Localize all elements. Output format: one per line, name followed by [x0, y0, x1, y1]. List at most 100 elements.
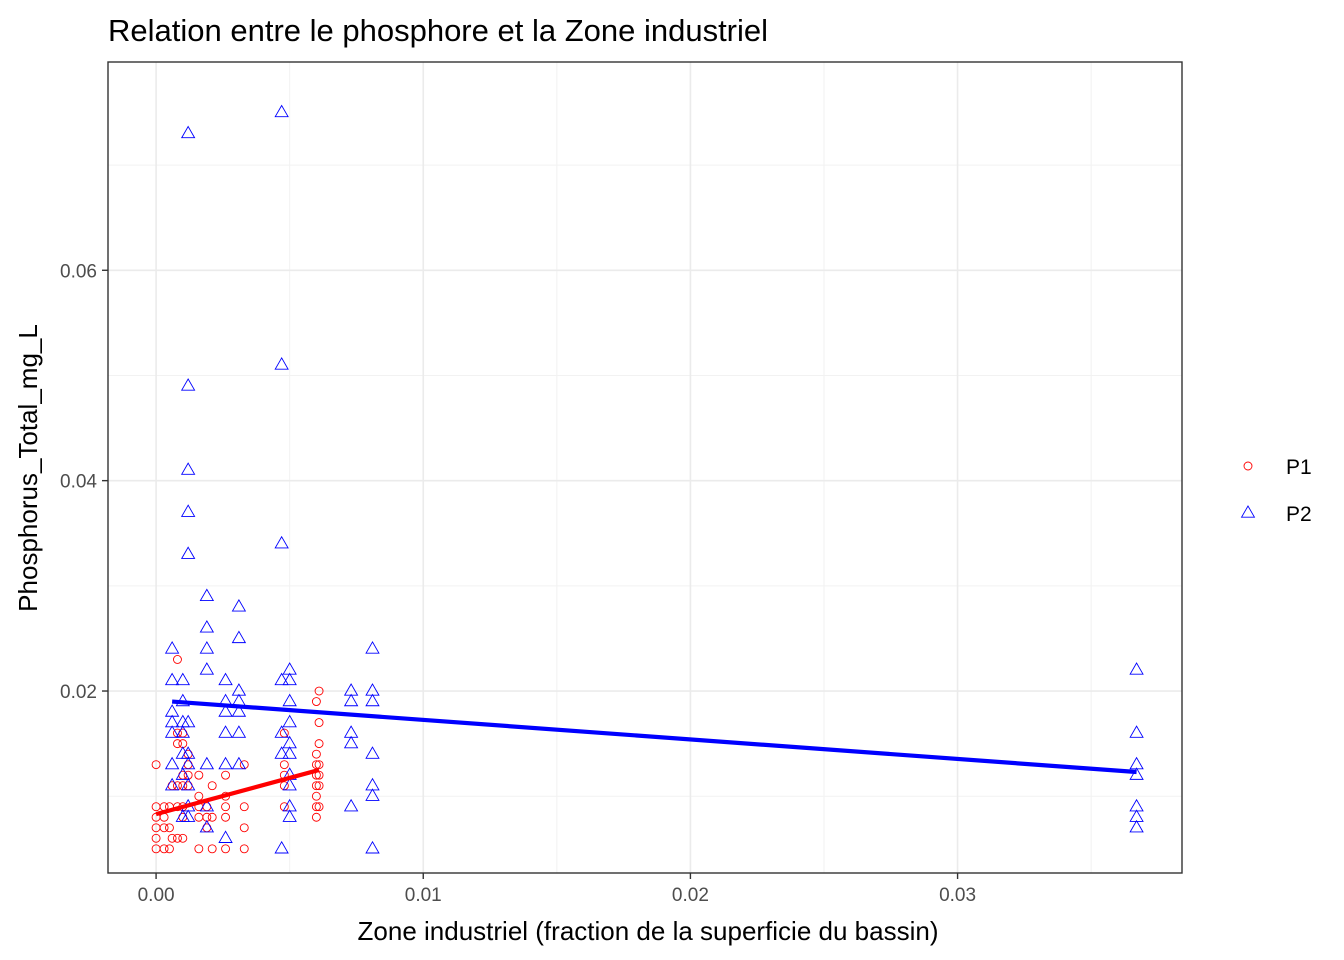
point-P2: [180, 777, 196, 791]
point-P1: [221, 770, 231, 780]
point-P2: [282, 714, 297, 728]
point-P1: [159, 844, 169, 854]
point-P2: [199, 798, 215, 812]
point-P2: [274, 746, 289, 759]
x-tick-label: 0.03: [939, 885, 976, 906]
point-P1: [311, 697, 321, 706]
point-P2: [180, 546, 196, 559]
point-P2: [175, 725, 191, 738]
point-P2: [1129, 662, 1144, 675]
point-P2: [274, 672, 289, 686]
point-P2: [231, 725, 247, 738]
legend-item-P2: P2: [1240, 503, 1312, 526]
point-P2: [199, 662, 215, 675]
point-P1: [314, 739, 324, 749]
point-P1: [221, 802, 231, 812]
x-tick-label: 0.00: [138, 885, 175, 906]
point-P2: [1129, 819, 1144, 833]
point-P2: [180, 378, 196, 391]
point-P2: [274, 840, 289, 854]
point-P2: [164, 756, 180, 770]
point-P2: [274, 104, 289, 118]
legend-label-P2: P2: [1286, 503, 1312, 526]
chart-title: Relation entre le phosphore et la Zone i…: [108, 13, 768, 48]
point-P2: [218, 756, 233, 770]
panel-background: [108, 62, 1182, 873]
legend-item-P1: P1: [1243, 456, 1312, 479]
legend-key-P1: [1243, 461, 1253, 471]
point-P2: [282, 672, 297, 686]
point-P1: [314, 760, 324, 770]
point-P2: [199, 641, 215, 654]
point-P2: [164, 672, 180, 686]
point-P1: [311, 791, 321, 801]
point-P2: [164, 641, 180, 654]
point-P2: [282, 777, 297, 791]
point-P2: [365, 693, 380, 707]
point-P1: [178, 833, 188, 843]
point-P1: [194, 791, 204, 801]
point-P1: [164, 823, 174, 833]
y-tick-label: 0.02: [60, 682, 97, 703]
point-P2: [180, 756, 196, 770]
plot-panel: [107, 61, 1183, 874]
point-P1: [207, 781, 217, 791]
point-P1: [311, 781, 321, 791]
point-P2: [365, 840, 380, 854]
point-P2: [218, 725, 233, 738]
point-P2: [274, 535, 289, 549]
point-P2: [282, 693, 297, 707]
fit-line-P2: [171, 699, 1137, 775]
point-P1: [159, 823, 169, 833]
point-P1: [194, 844, 204, 854]
point-P1: [207, 812, 217, 822]
point-P2: [274, 725, 289, 738]
y-axis-title: Phosphorus_Total_mg_L: [13, 324, 43, 612]
point-P1: [173, 739, 182, 749]
y-axis: 0.02 0.04 0.06: [60, 261, 108, 703]
point-P2: [231, 598, 247, 612]
point-P1: [221, 812, 231, 822]
point-P1: [311, 749, 321, 759]
point-P2: [199, 620, 215, 633]
point-P2: [231, 756, 247, 770]
point-P1: [279, 760, 289, 770]
point-P2: [218, 672, 233, 686]
y-tick-label: 0.06: [60, 261, 97, 282]
point-P2: [199, 756, 215, 770]
legend: P1 P2: [1240, 456, 1312, 526]
fit-line-P1: [155, 767, 320, 817]
point-P2: [180, 504, 196, 517]
x-axis-title: Zone industriel (fraction de la superfic…: [358, 916, 939, 946]
point-P2: [199, 588, 215, 602]
point-P2: [282, 746, 297, 759]
point-P2: [365, 746, 380, 759]
point-P2: [1129, 725, 1144, 738]
point-P2: [180, 809, 196, 822]
point-P1: [173, 833, 182, 843]
y-tick-label: 0.04: [60, 472, 97, 493]
point-P2: [199, 819, 215, 833]
point-P1: [173, 655, 182, 664]
x-axis: 0.00 0.01 0.02 0.03: [138, 873, 976, 906]
point-P2: [218, 830, 233, 843]
point-P1: [164, 844, 174, 854]
point-P2: [164, 725, 180, 738]
point-P2: [365, 788, 380, 801]
point-P2: [180, 714, 196, 728]
point-P1: [314, 718, 324, 728]
point-P1: [239, 802, 249, 812]
point-P1: [151, 833, 161, 843]
point-P2: [175, 767, 191, 780]
x-tick-label: 0.02: [672, 885, 709, 906]
point-P1: [239, 823, 249, 833]
legend-label-P1: P1: [1286, 456, 1312, 479]
point-P1: [314, 686, 324, 696]
legend-key-P2: [1240, 505, 1256, 518]
point-P1: [207, 844, 217, 854]
point-P2: [175, 672, 191, 686]
point-P2: [231, 704, 247, 717]
point-P2: [274, 357, 289, 370]
point-P2: [231, 630, 247, 644]
